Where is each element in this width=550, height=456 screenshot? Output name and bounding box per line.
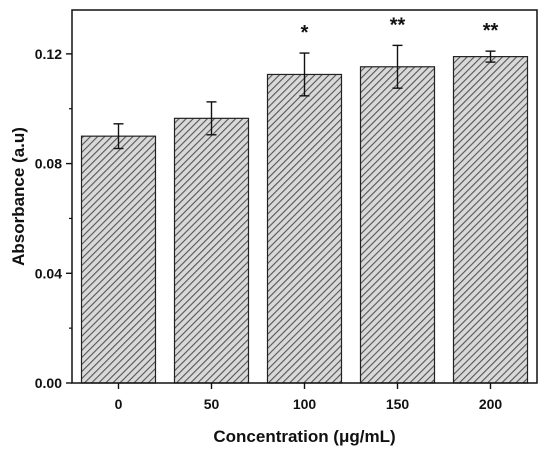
error-bar-0: [113, 123, 124, 150]
bar-0: [80, 135, 157, 384]
significance-100: *: [301, 22, 309, 44]
y-tick-label: 0.04: [35, 265, 62, 281]
error-bar-200: [485, 50, 496, 63]
x-tick-label: 150: [386, 396, 410, 412]
y-tick-label: 0.08: [35, 156, 62, 172]
error-bars: [113, 44, 496, 150]
error-bar-50: [206, 101, 217, 136]
x-tick-label: 100: [293, 396, 317, 412]
bars: [80, 56, 529, 384]
bar-100: [266, 73, 343, 384]
significance-labels: * ** **: [301, 14, 499, 44]
y-axis-title: Absorbance (a.u): [9, 127, 28, 266]
bar-200: [452, 56, 529, 384]
x-axis-ticks: 0 50 100 150 200: [115, 383, 503, 412]
x-tick-label: 0: [115, 396, 123, 412]
significance-150: **: [390, 14, 406, 36]
x-axis-title: Concentration (μg/mL): [213, 427, 395, 446]
y-tick-label: 0.00: [35, 375, 62, 391]
y-axis-ticks: 0.00 0.04 0.08 0.12: [35, 46, 72, 391]
x-tick-label: 50: [204, 396, 220, 412]
error-bar-100: [299, 52, 310, 97]
bar-50: [173, 117, 250, 384]
significance-200: **: [483, 20, 499, 42]
error-bar-150: [392, 44, 403, 89]
y-tick-label: 0.12: [35, 46, 62, 62]
x-tick-label: 200: [479, 396, 503, 412]
bar-150: [359, 66, 436, 384]
